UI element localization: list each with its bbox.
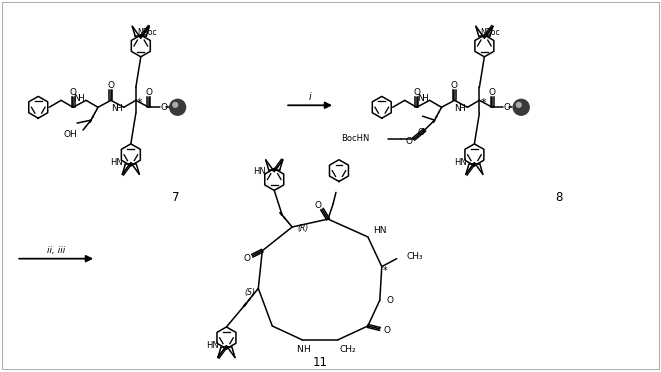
- Text: 11: 11: [313, 356, 328, 369]
- Text: (R): (R): [297, 224, 309, 234]
- Text: O: O: [489, 88, 496, 97]
- Text: O: O: [417, 128, 424, 137]
- Text: NBoc: NBoc: [137, 28, 157, 36]
- Text: O: O: [108, 81, 114, 90]
- Text: H: H: [421, 94, 428, 103]
- Text: HN: HN: [453, 158, 467, 167]
- Text: HN: HN: [206, 341, 219, 350]
- Circle shape: [173, 103, 178, 107]
- Text: (S): (S): [245, 288, 255, 297]
- Text: *: *: [383, 266, 387, 276]
- Circle shape: [513, 99, 529, 115]
- Text: O: O: [413, 88, 420, 97]
- Text: O: O: [451, 81, 458, 90]
- Text: HN: HN: [373, 227, 386, 235]
- Text: O: O: [315, 201, 321, 210]
- Text: O: O: [145, 88, 152, 97]
- Text: ii, iii: ii, iii: [47, 246, 65, 255]
- Text: N: N: [111, 104, 118, 113]
- Text: HN: HN: [254, 167, 266, 176]
- Text: N: N: [73, 94, 80, 103]
- Text: H: H: [77, 94, 84, 103]
- Text: OH: OH: [63, 131, 77, 140]
- Text: 8: 8: [555, 191, 563, 204]
- Text: *: *: [137, 98, 143, 108]
- Text: H: H: [115, 104, 122, 113]
- Text: NBoc: NBoc: [481, 28, 500, 36]
- Text: i: i: [309, 92, 311, 102]
- Text: O: O: [244, 254, 251, 263]
- Text: O: O: [384, 326, 391, 336]
- Text: *: *: [481, 98, 486, 108]
- Text: HN: HN: [110, 158, 123, 167]
- Text: CH₃: CH₃: [407, 252, 423, 261]
- Text: N: N: [455, 104, 461, 113]
- Text: H: H: [303, 345, 309, 354]
- Text: O: O: [69, 88, 77, 97]
- Text: 7: 7: [172, 191, 179, 204]
- Text: N: N: [295, 345, 303, 354]
- Text: O: O: [387, 296, 394, 305]
- Text: H: H: [459, 104, 465, 113]
- Text: N: N: [416, 94, 424, 103]
- Text: O: O: [405, 137, 412, 147]
- Text: O: O: [504, 103, 511, 112]
- Circle shape: [516, 103, 521, 107]
- Text: O: O: [160, 103, 167, 112]
- Text: CH₂: CH₂: [340, 345, 356, 354]
- Circle shape: [170, 99, 186, 115]
- Text: BocHN: BocHN: [342, 134, 370, 144]
